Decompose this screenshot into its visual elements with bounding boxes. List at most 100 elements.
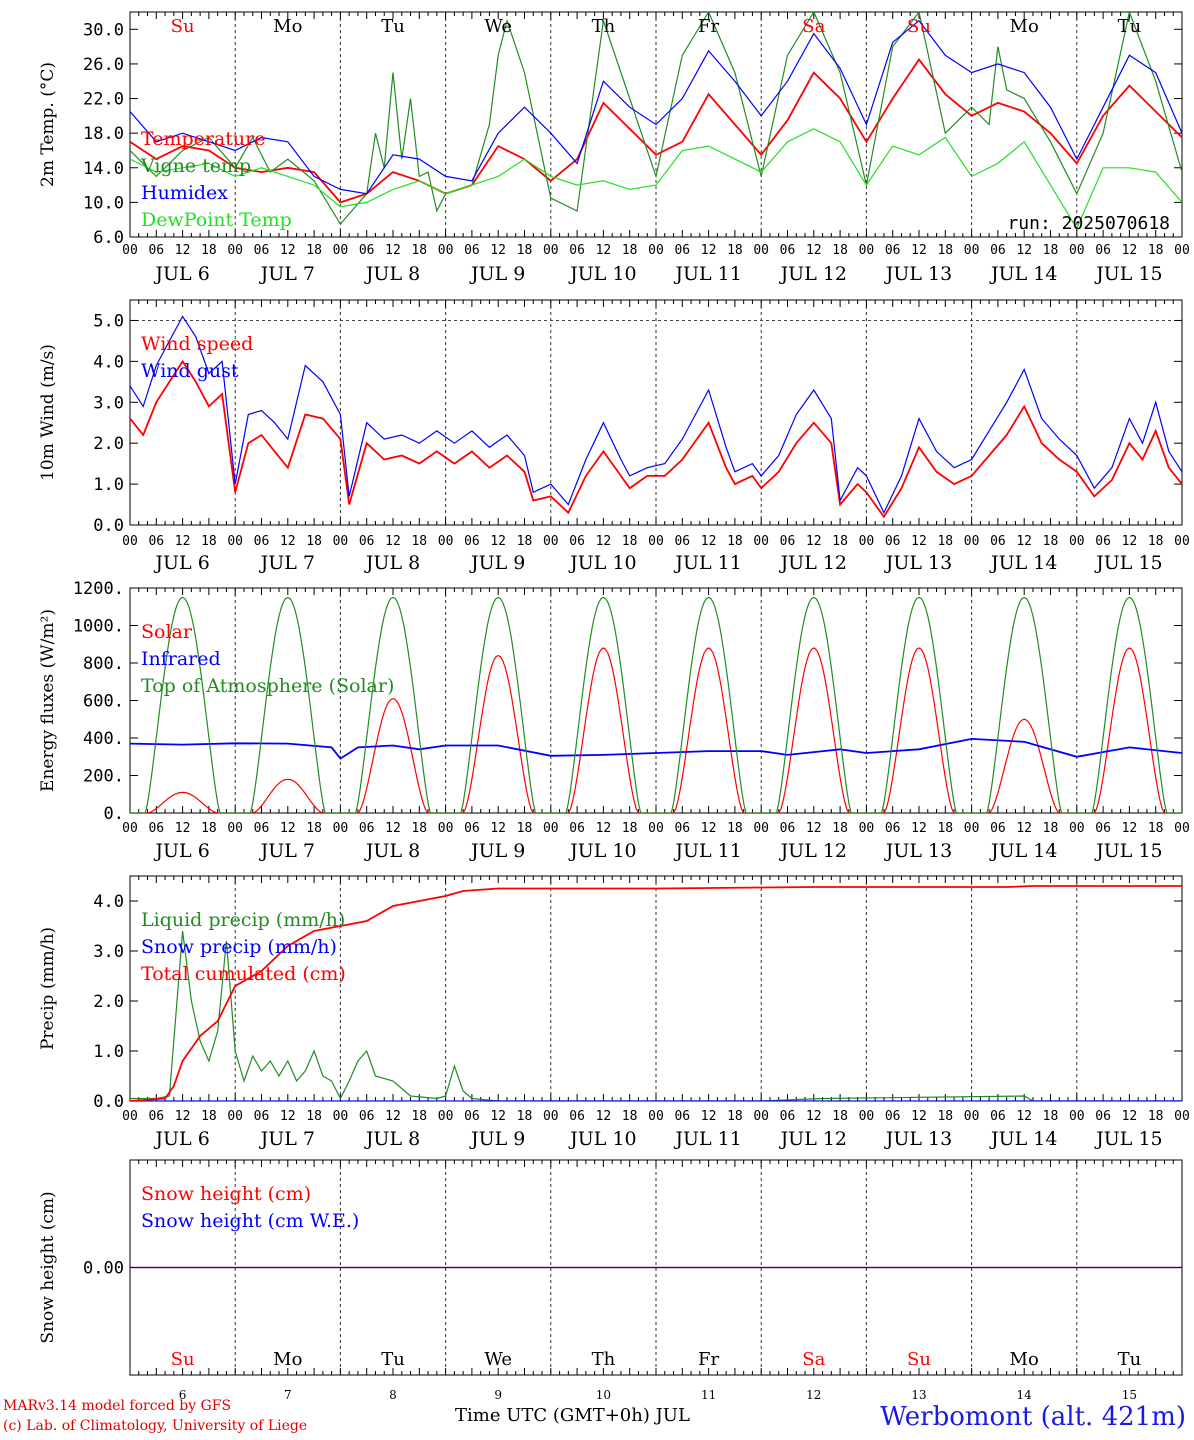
date-label: JUL 9 xyxy=(469,263,525,285)
day-abbr: Sa xyxy=(802,1349,825,1370)
hour-tick-label: 00 xyxy=(438,821,454,836)
y-tick-label: 4.0 xyxy=(93,892,124,912)
hour-tick-label: 00 xyxy=(859,1109,875,1124)
hour-tick-label: 00 xyxy=(859,243,875,258)
date-label: JUL 8 xyxy=(364,263,420,285)
day-abbr: Su xyxy=(171,16,195,37)
hour-tick-label: 18 xyxy=(622,534,638,549)
day-abbr: Fr xyxy=(698,16,719,37)
hour-tick-label: 00 xyxy=(1069,534,1085,549)
date-label: JUL 12 xyxy=(779,552,847,574)
hour-tick-label: 12 xyxy=(1122,534,1138,549)
day-abbr: We xyxy=(484,16,512,37)
day-abbr: Tu xyxy=(381,16,405,37)
y-axis-label: Precip (mm/h) xyxy=(38,927,58,1050)
date-label: JUL 8 xyxy=(364,840,420,862)
date-label: JUL 9 xyxy=(469,1128,525,1150)
hour-tick-label: 06 xyxy=(885,534,901,549)
hour-tick-label: 00 xyxy=(438,534,454,549)
hour-tick-label: 18 xyxy=(411,534,427,549)
hour-tick-label: 06 xyxy=(885,821,901,836)
hour-tick-label: 18 xyxy=(727,821,743,836)
hour-tick-label: 18 xyxy=(201,534,217,549)
date-label: JUL 8 xyxy=(364,1128,420,1150)
hour-tick-label: 06 xyxy=(1095,1109,1111,1124)
y-tick-label: 26.0 xyxy=(83,55,124,75)
hour-tick-label: 00 xyxy=(964,243,980,258)
hour-tick-label: 06 xyxy=(464,821,480,836)
hour-tick-label: 12 xyxy=(911,1109,927,1124)
legend-entry: Vigne temp xyxy=(140,155,251,177)
hour-tick-label: 00 xyxy=(438,243,454,258)
date-label: JUL 13 xyxy=(884,840,952,862)
hour-tick-label: 18 xyxy=(1043,243,1059,258)
hour-tick-label: 00 xyxy=(333,534,349,549)
date-label: JUL 6 xyxy=(153,263,209,285)
hour-tick-label: 18 xyxy=(411,1109,427,1124)
date-label: JUL 13 xyxy=(884,263,952,285)
hour-tick-label: 12 xyxy=(175,821,191,836)
hour-tick-label: 18 xyxy=(1148,1109,1164,1124)
hour-tick-label: 06 xyxy=(569,1109,585,1124)
y-tick-label: 18.0 xyxy=(83,124,124,144)
legend-entry: Total cumulated (cm) xyxy=(141,963,346,985)
hour-tick-label: 06 xyxy=(464,243,480,258)
hour-tick-label: 12 xyxy=(280,821,296,836)
series-line-humidex xyxy=(130,19,1182,195)
y-tick-label: 14.0 xyxy=(83,159,124,179)
y-tick-label: 5.0 xyxy=(93,311,124,331)
hour-tick-label: 00 xyxy=(122,534,138,549)
y-tick-label: 1.0 xyxy=(93,1042,124,1062)
hour-tick-label: 18 xyxy=(411,243,427,258)
hour-tick-label: 00 xyxy=(543,243,559,258)
day-number: 12 xyxy=(806,1388,821,1402)
day-abbr: Mo xyxy=(273,1349,302,1370)
hour-tick-label: 18 xyxy=(727,534,743,549)
hour-tick-label: 00 xyxy=(1069,821,1085,836)
hour-tick-label: 12 xyxy=(1016,534,1032,549)
date-label: JUL 9 xyxy=(469,552,525,574)
hour-tick-label: 00 xyxy=(1174,534,1190,549)
hour-tick-label: 06 xyxy=(569,534,585,549)
time-axis-label: Time UTC (GMT+0h) JUL xyxy=(455,1405,690,1426)
legend-entry: Infrared xyxy=(141,648,221,670)
date-label: JUL 13 xyxy=(884,1128,952,1150)
hour-tick-label: 18 xyxy=(937,243,953,258)
chart-panel-2: 0.0 1.0 2.0 3.0 4.0 5.0 10m Wind (m/s) Wind spe… xyxy=(38,299,1190,574)
hour-tick-label: 00 xyxy=(122,243,138,258)
day-abbr: Mo xyxy=(1010,1349,1039,1370)
hour-tick-label: 06 xyxy=(990,1109,1006,1124)
hour-tick-label: 06 xyxy=(254,243,270,258)
legend-entry: Liquid precip (mm/h) xyxy=(141,909,345,931)
hour-tick-label: 18 xyxy=(517,243,533,258)
date-label: JUL 7 xyxy=(259,263,315,285)
date-label: JUL 7 xyxy=(259,840,315,862)
hour-tick-label: 06 xyxy=(569,243,585,258)
legend-entry: Wind speed xyxy=(141,333,253,355)
hour-tick-label: 00 xyxy=(964,821,980,836)
hour-tick-label: 00 xyxy=(1174,243,1190,258)
day-abbr: Su xyxy=(907,16,931,37)
legend-entry: Temperature xyxy=(141,128,265,150)
y-tick-label: 6.0 xyxy=(93,228,124,248)
hour-tick-label: 18 xyxy=(411,821,427,836)
date-label: JUL 6 xyxy=(153,552,209,574)
y-axis-label: 10m Wind (m/s) xyxy=(38,344,58,481)
series-line-total-cumulated-cm- xyxy=(130,885,1182,1101)
y-tick-label: 10.0 xyxy=(83,193,124,213)
y-tick-label: 0.00 xyxy=(83,1259,124,1279)
y-tick-label: 22.0 xyxy=(83,90,124,110)
date-label: JUL 10 xyxy=(568,552,636,574)
day-number: 10 xyxy=(596,1388,611,1402)
hour-tick-label: 12 xyxy=(175,1109,191,1124)
date-label: JUL 15 xyxy=(1094,552,1162,574)
hour-tick-label: 12 xyxy=(1122,1109,1138,1124)
y-tick-label: 200. xyxy=(83,767,124,787)
day-number: 15 xyxy=(1122,1388,1137,1402)
series-line-dewpoint-temp xyxy=(130,128,1182,230)
series-line-liquid-precip-mm-h- xyxy=(130,930,1182,1101)
hour-tick-label: 06 xyxy=(254,1109,270,1124)
hour-tick-label: 18 xyxy=(1043,821,1059,836)
hour-tick-label: 06 xyxy=(148,243,164,258)
hour-tick-label: 12 xyxy=(806,821,822,836)
